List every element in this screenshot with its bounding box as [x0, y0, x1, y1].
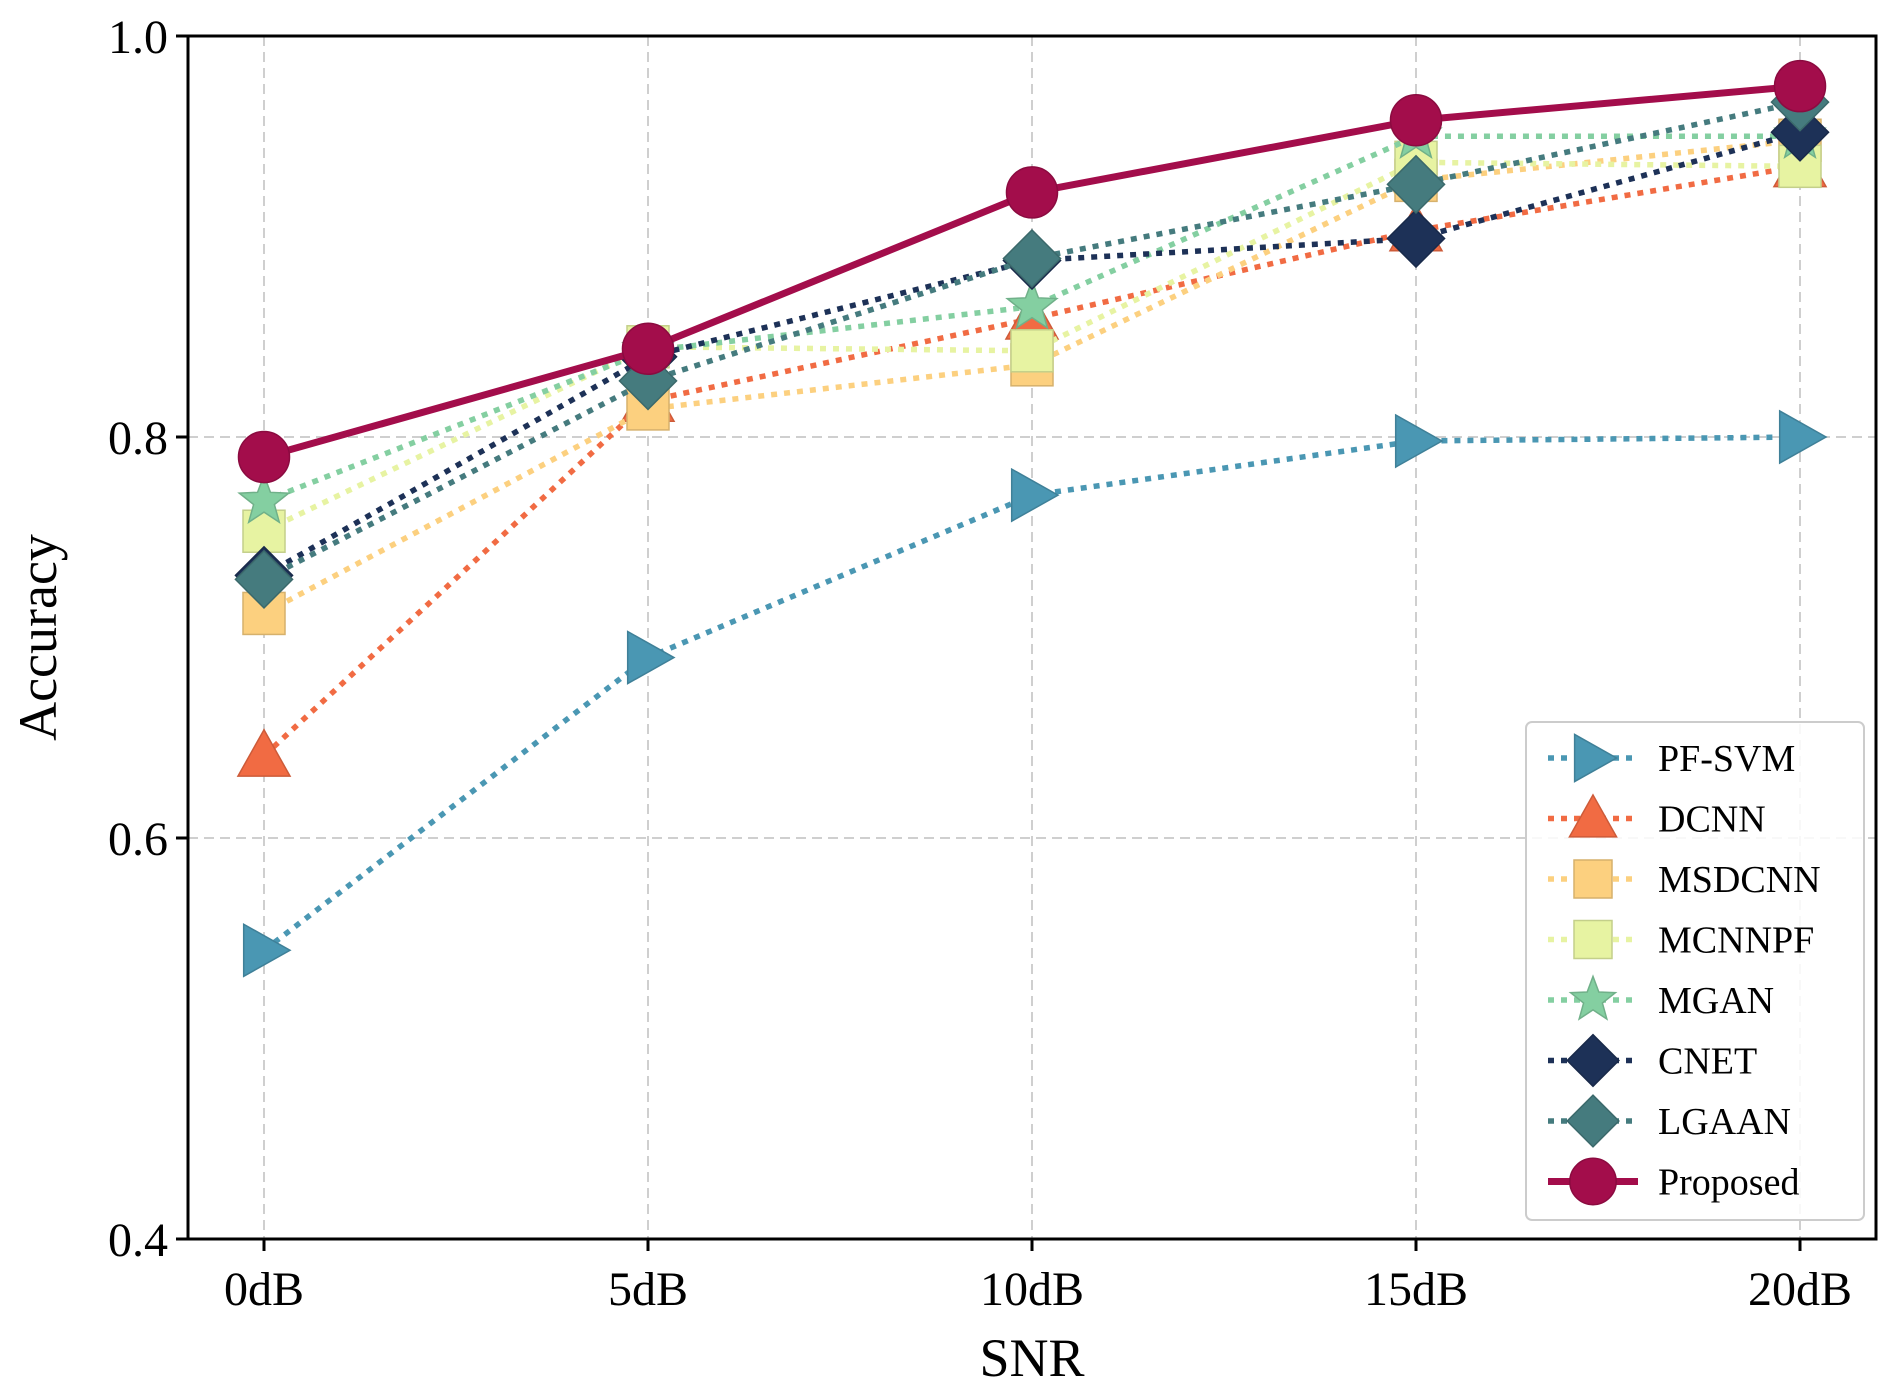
point-pf-svm-10db: [1010, 467, 1060, 523]
legend-marker-cnet: [1566, 1033, 1620, 1088]
y-tick-label: 1.0: [108, 11, 168, 64]
legend-label-mcnnpf: MCNNPF: [1658, 920, 1814, 962]
point-lgaan-10db: [1002, 228, 1062, 289]
legend: PF-SVM DCNN MSDCNN MCNNPF MGAN CNET LGAAN Propo…: [1525, 721, 1865, 1221]
legend-label-proposed: Proposed: [1658, 1162, 1799, 1204]
x-axis-label: SNR: [979, 1328, 1084, 1388]
point-pf-svm-20db: [1778, 409, 1828, 465]
legend-label-cnet: CNET: [1658, 1041, 1757, 1083]
legend-marker-msdcnn: [1573, 859, 1613, 899]
legend-marker-mgan: [1568, 974, 1618, 1021]
legend-label-mgan: MGAN: [1658, 980, 1774, 1022]
point-lgaan-15db: [1386, 154, 1446, 214]
point-proposed-0db: [237, 430, 291, 484]
series-layer: [234, 59, 1830, 978]
series-proposed: [237, 59, 1827, 484]
series-pf-svm: [242, 409, 1828, 978]
point-lgaan-0db: [234, 549, 294, 609]
x-tick-label: 0dB: [224, 1263, 304, 1316]
y-tick-label: 0.8: [108, 412, 168, 465]
point-pf-svm-0db: [242, 922, 292, 978]
legend-marker-proposed: [1569, 1157, 1617, 1206]
legend-marker-pf-svm: [1573, 733, 1619, 783]
axis-ticks: 0dB 5dB 10dB 15dB 20dB 0.4 0.6 0.8 1.0: [108, 11, 1852, 1316]
point-mcnnpf-10db: [1010, 329, 1054, 373]
point-proposed-20db: [1773, 59, 1827, 113]
point-cnet-15db: [1386, 208, 1446, 269]
point-mgan-10db: [1005, 278, 1059, 330]
x-tick-label: 5dB: [608, 1263, 688, 1316]
point-proposed-10db: [1005, 166, 1059, 219]
legend-marker-dcnn: [1568, 793, 1618, 838]
legend-marker-mcnnpf: [1573, 919, 1613, 960]
point-proposed-5db: [621, 322, 675, 376]
x-tick-label: 10dB: [980, 1263, 1084, 1316]
point-proposed-15db: [1389, 93, 1443, 147]
x-tick-label: 20dB: [1748, 1263, 1852, 1316]
point-dcnn-0db: [236, 728, 292, 777]
legend-marker-lgaan: [1566, 1094, 1620, 1148]
legend-label-lgaan: LGAAN: [1658, 1101, 1791, 1143]
legend-label-pf-svm: PF-SVM: [1658, 738, 1795, 780]
y-axis-label: Accuracy: [8, 534, 68, 741]
point-pf-svm-15db: [1394, 413, 1444, 469]
point-pf-svm-5db: [626, 630, 676, 685]
legend-box: [1525, 721, 1865, 1221]
y-tick-label: 0.4: [108, 1214, 168, 1267]
x-tick-label: 15dB: [1364, 1263, 1468, 1316]
legend-label-dcnn: DCNN: [1658, 799, 1766, 841]
point-mgan-0db: [237, 472, 291, 524]
legend-label-msdcnn: MSDCNN: [1658, 859, 1821, 901]
point-lgaan-5db: [618, 351, 678, 411]
point-cnet-20db: [1770, 102, 1830, 162]
y-tick-label: 0.6: [108, 813, 168, 866]
